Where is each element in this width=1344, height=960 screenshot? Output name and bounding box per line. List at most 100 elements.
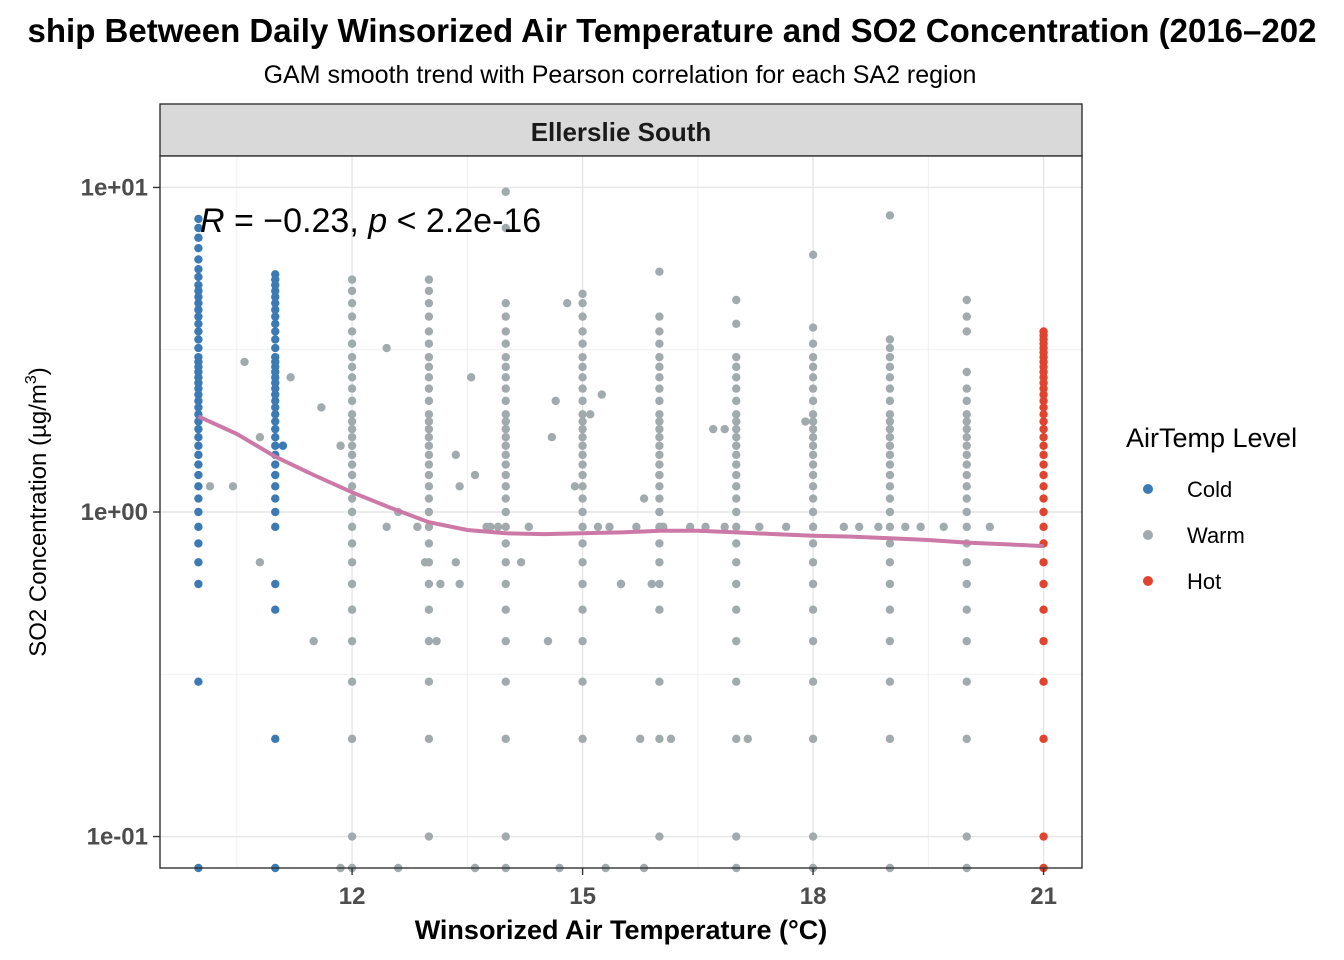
data-point [194,327,203,336]
data-point [194,223,203,233]
data-point [501,832,510,841]
data-point [962,441,971,450]
data-point [593,522,603,532]
data-point [347,441,357,450]
data-point [347,327,357,336]
data-point [382,343,391,353]
x-tick-label: 15 [569,883,596,910]
data-point [194,264,203,274]
data-point [578,482,587,491]
x-tick-label: 21 [1030,883,1057,910]
data-point [547,433,557,442]
data-point [743,734,752,744]
data-point [1039,403,1048,412]
data-point [854,522,864,532]
data-point [271,410,280,419]
data-point [278,441,288,450]
data-point [271,352,280,362]
data-point [655,352,664,362]
data-point [271,482,280,491]
data-point [347,734,357,744]
data-point [482,522,491,532]
data-point [1039,507,1048,517]
series-hot [1039,327,1048,873]
data-points [194,187,1048,873]
data-point [382,522,391,532]
data-point [808,417,818,426]
data-point [271,390,280,399]
data-point [1039,470,1048,480]
data-point [962,312,971,321]
data-point [655,362,664,372]
data-point [732,417,741,426]
data-point [962,433,971,442]
data-point [808,677,818,686]
data-point [808,250,818,260]
data-point [885,211,895,220]
data-point [271,335,280,344]
data-point [1039,558,1048,567]
data-point [1039,636,1048,646]
data-point [501,312,510,321]
x-tick-label: 18 [800,883,827,910]
data-point [194,286,203,296]
data-point [732,507,741,517]
data-point [578,460,587,469]
data-point [885,343,895,353]
data-point [194,292,203,302]
data-point [194,319,203,329]
data-point [424,482,434,491]
data-point [1039,441,1048,450]
data-point [808,507,818,517]
data-point [271,343,280,353]
data-point [655,267,664,276]
data-point [885,417,895,426]
y-axis-label: SO2 Concentration (µg/m3) [23,367,52,657]
data-point [605,522,614,532]
data-point [424,410,434,419]
data-point [271,424,280,434]
data-point [309,636,318,646]
data-point [939,522,948,532]
data-point [732,450,741,460]
data-point [655,460,664,469]
data-point [271,417,280,426]
data-point [962,295,971,305]
data-point [1039,390,1048,399]
data-point [347,352,357,362]
x-axis-label: Winsorized Air Temperature (°C) [415,915,828,945]
data-point [501,558,510,567]
data-point [578,352,587,362]
data-point [578,636,587,646]
data-point [701,522,710,532]
data-point [885,396,895,406]
data-point [578,424,587,434]
data-point [271,605,280,614]
data-point [962,734,971,744]
data-point [732,410,741,419]
data-point [578,677,587,686]
data-point [808,482,818,491]
data-point [962,832,971,841]
data-point [347,410,357,419]
data-point [655,734,664,744]
data-point [916,522,925,532]
data-point [732,494,741,503]
x-axis: 12 15 18 21 [339,868,1057,910]
series-cold [194,214,288,873]
data-point [424,441,434,450]
data-point [501,450,510,460]
data-point [808,450,818,460]
data-point [501,187,510,196]
data-point [962,677,971,686]
data-point [962,460,971,469]
data-point [424,286,434,296]
data-point [616,579,626,589]
data-point [578,558,587,567]
data-point [808,424,818,434]
data-point [501,298,510,308]
data-point [578,362,587,372]
data-point [901,522,910,532]
data-point [271,327,280,336]
data-point [655,339,664,348]
